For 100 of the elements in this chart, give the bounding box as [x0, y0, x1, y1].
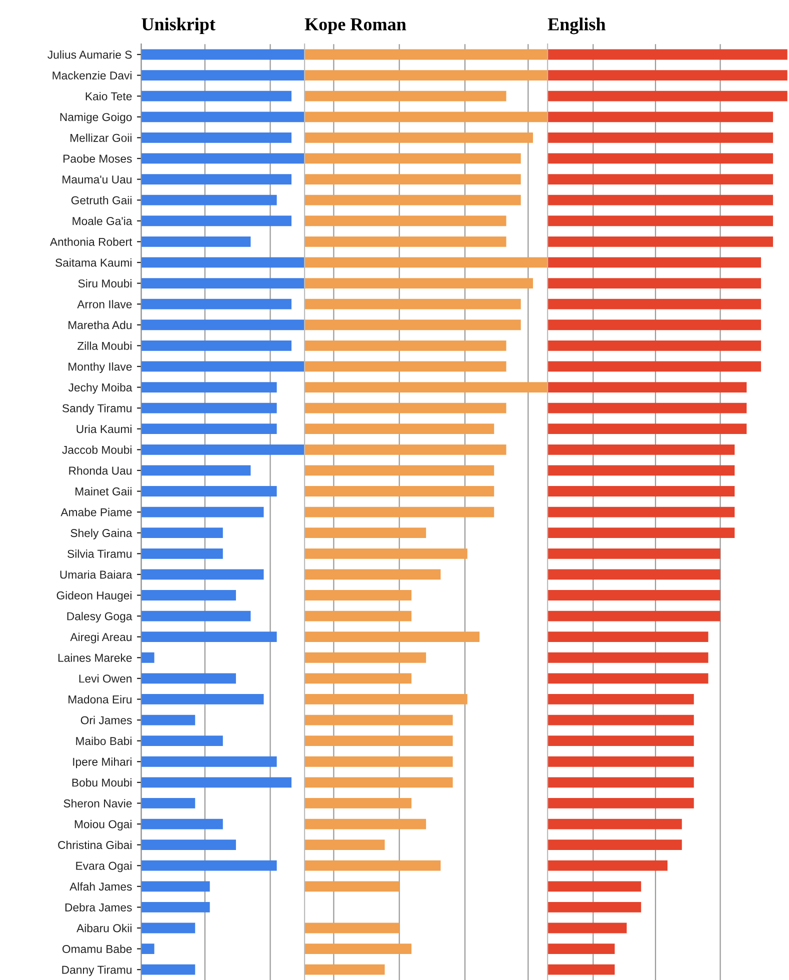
bar: [548, 902, 642, 912]
bar: [141, 236, 251, 247]
y-tick-label: Omamu Babe: [62, 944, 132, 954]
bar: [548, 840, 682, 850]
bar: [548, 444, 735, 455]
bar: [304, 528, 426, 538]
bar: [141, 194, 277, 206]
bar: [141, 506, 264, 518]
bar: [548, 798, 694, 808]
y-tick-label: Maretha Adu: [68, 320, 132, 330]
y-tick-label: Ori James: [80, 716, 132, 724]
bar: [304, 777, 453, 788]
bar: [304, 652, 426, 663]
bar: [304, 569, 441, 580]
bar: [548, 278, 762, 288]
y-tick-label: Jechy Moiba: [68, 383, 132, 394]
y-tick-label: Laines Mareke: [58, 654, 132, 662]
bar: [304, 964, 385, 975]
y-tick-label: Christina Gibai: [58, 840, 132, 850]
y-tick-label: Moale Ga'ia: [72, 216, 132, 226]
bar: [141, 174, 292, 184]
bar: [304, 798, 412, 808]
bar: [548, 944, 615, 954]
bar: [548, 881, 642, 892]
bar: [141, 652, 154, 663]
bar: [548, 777, 694, 788]
bar: [141, 569, 264, 580]
y-tick-label: Levi Owen: [79, 674, 132, 683]
bar: [141, 528, 223, 538]
y-tick-label: Danny Tiramu: [62, 965, 132, 976]
bar: [548, 673, 708, 684]
y-tick-label: Ipere Mihari: [73, 757, 132, 768]
y-tick-label: Jaccob Moubi: [62, 446, 132, 454]
bar: [304, 694, 468, 704]
y-tick-label: Silvia Tiramu: [68, 550, 132, 558]
bar: [304, 174, 521, 184]
bar: [141, 486, 277, 496]
bar: [141, 922, 196, 934]
y-tick-label: Getruth Gaii: [71, 196, 132, 204]
bar: [304, 632, 480, 642]
y-tick-label: Namige Goigo: [60, 112, 132, 124]
bar: [304, 402, 506, 414]
bar: [141, 382, 277, 392]
bar: [548, 174, 774, 184]
chart-title: English: [548, 18, 606, 34]
bar: [548, 424, 747, 434]
bar: [548, 216, 774, 226]
y-tick-label: Alfah James: [70, 882, 132, 891]
bar: [141, 756, 277, 767]
bar: [548, 714, 694, 726]
bar: [548, 402, 747, 414]
y-tick-label: Sandy Tiramu: [62, 404, 132, 415]
y-tick-label: Zilla Moubi: [78, 342, 132, 350]
y-tick-label: Sheron Navie: [64, 799, 132, 808]
bar: [304, 194, 521, 206]
bar: [548, 922, 627, 934]
y-tick-label: Amabe Piame: [60, 508, 132, 516]
bar: [141, 610, 251, 622]
bar: [141, 714, 196, 726]
bar: [548, 964, 615, 975]
y-tick-label: Paobe Moses: [64, 154, 132, 163]
bar: [548, 610, 720, 622]
bar: [548, 528, 735, 538]
bar: [548, 298, 762, 310]
y-tick-label: Saitama Kaumi: [56, 258, 132, 267]
bar: [141, 465, 251, 476]
y-tick-label: Dalesy Goga: [67, 612, 132, 623]
bar: [548, 361, 762, 372]
bar: [304, 90, 506, 102]
bar: [304, 860, 441, 871]
y-tick-label: Gideon Haugei: [56, 591, 132, 602]
bar: [548, 486, 735, 496]
bar: [304, 340, 506, 351]
bar: [548, 194, 774, 206]
bar: [304, 840, 385, 850]
y-tick-label: Mellizar Goii: [70, 134, 132, 142]
y-tick-label: Evara Ogai: [76, 861, 132, 872]
y-tick-label: Madona Eiru: [68, 695, 132, 704]
bar: [141, 881, 210, 892]
bar: [548, 569, 720, 580]
bar: [141, 798, 196, 808]
y-tick-label: Shely Gaina: [70, 528, 132, 540]
y-tick-label: Kaio Tete: [86, 92, 132, 100]
bar: [304, 881, 400, 892]
bar: [548, 153, 774, 164]
y-tick-label: Airegi Areau: [70, 632, 132, 644]
y-tick-label: Rhonda Uau: [69, 466, 132, 475]
y-tick-label: Maibo Babi: [76, 736, 132, 746]
y-tick-label: Uria Kaumi: [76, 424, 132, 434]
y-tick-label: Arron Ilave: [77, 300, 132, 308]
bar: [304, 298, 521, 310]
y-tick-label: Mauma'u Uau: [62, 176, 132, 184]
bar: [304, 465, 494, 476]
y-tick-label: Monthy Ilave: [68, 362, 132, 373]
bar: [548, 236, 774, 247]
bar: [141, 90, 292, 102]
bar: [141, 632, 277, 642]
bar: [548, 506, 735, 518]
bar: [141, 840, 236, 850]
bar: [304, 736, 453, 746]
